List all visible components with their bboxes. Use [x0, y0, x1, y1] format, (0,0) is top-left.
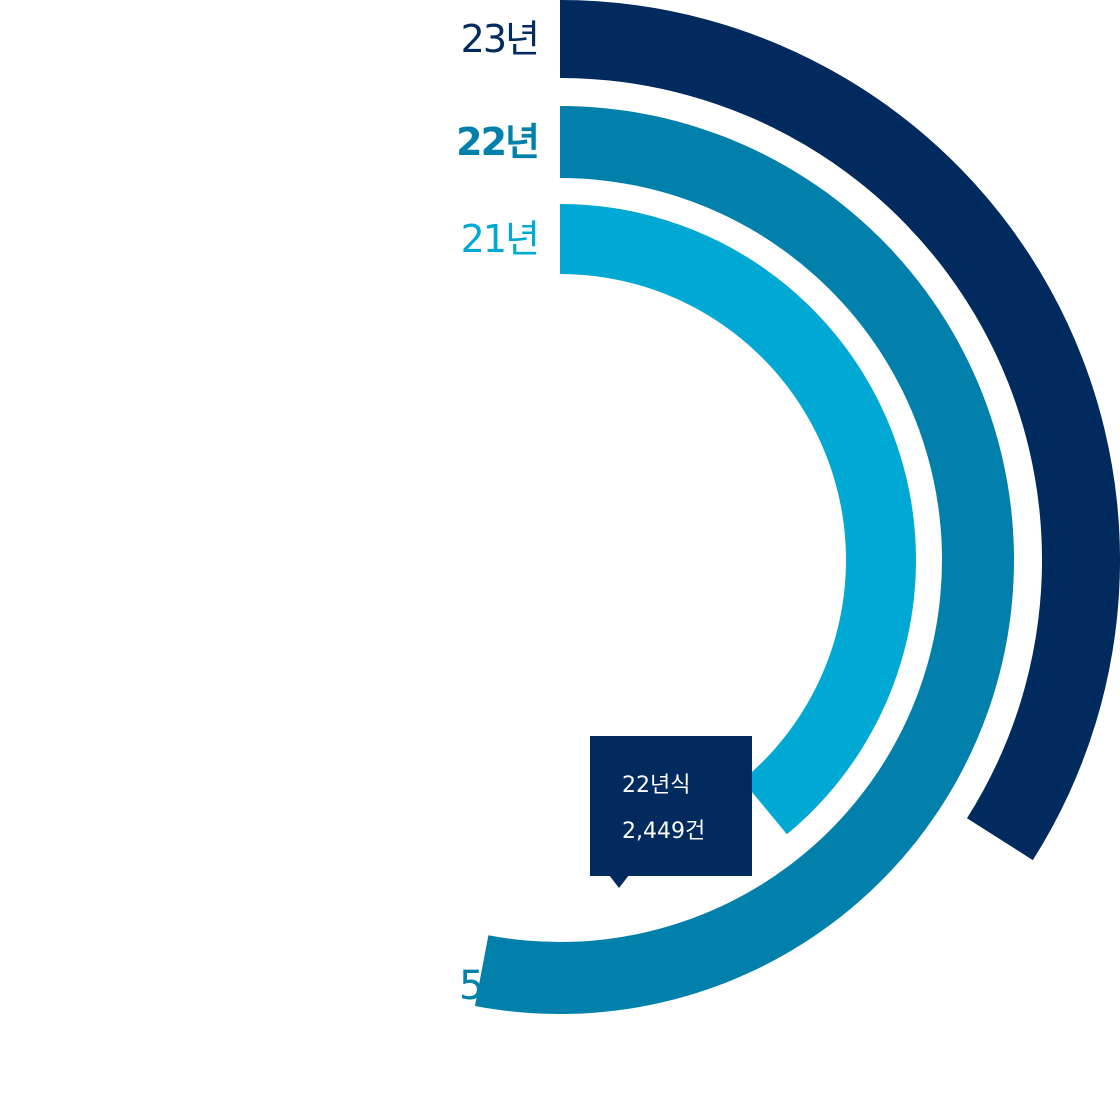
tooltip: 22년식 2,449건	[590, 736, 752, 888]
arc-1	[560, 0, 1120, 861]
tooltip-box	[590, 736, 752, 876]
series-label-3: 21년	[461, 217, 538, 261]
arc-2	[474, 106, 1015, 1014]
arc-3	[560, 204, 917, 835]
tooltip-line-2: 2,449건	[622, 819, 705, 844]
tooltip-pointer	[609, 875, 629, 888]
value-label-2: 53%	[459, 963, 545, 1009]
series-label-2: 22년	[456, 120, 538, 164]
series-label-1: 23년	[461, 17, 538, 61]
tooltip-line-1: 22년식	[622, 773, 690, 798]
